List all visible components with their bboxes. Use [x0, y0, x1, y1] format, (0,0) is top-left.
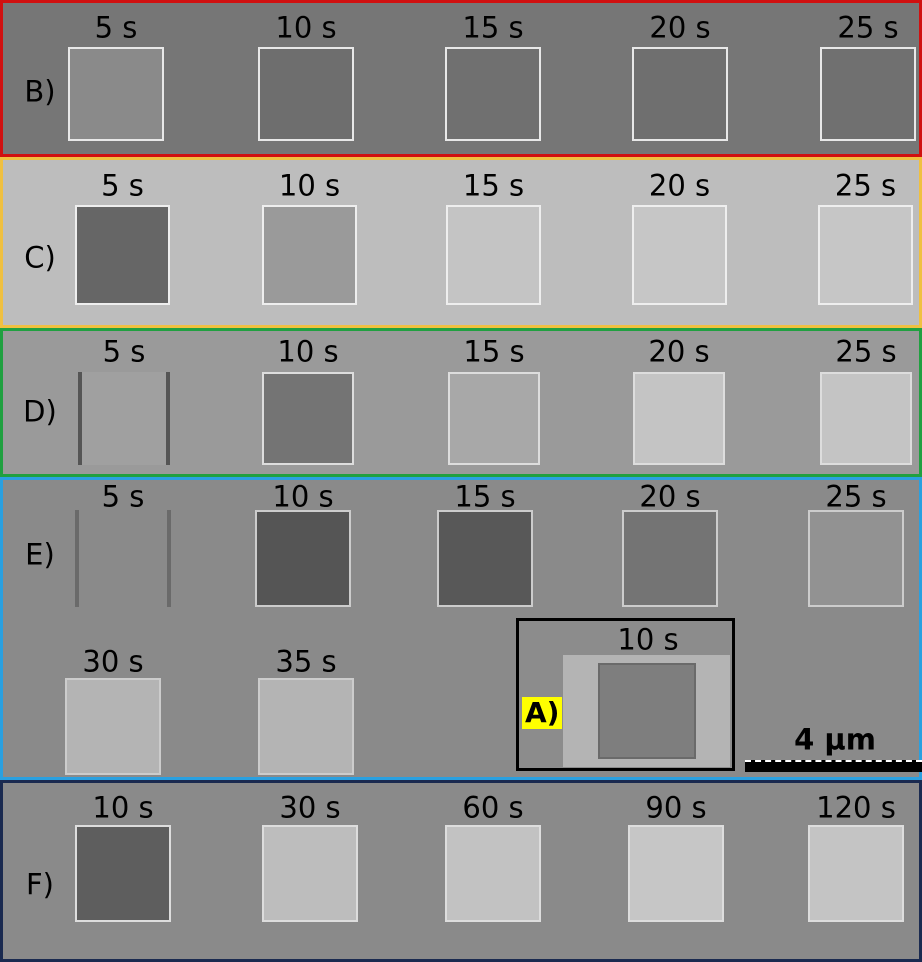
square: [445, 47, 541, 141]
time-label: 10 s: [279, 172, 340, 201]
time-label: 25 s: [825, 483, 886, 512]
scale-bar-label: 4 µm: [794, 726, 876, 755]
panel-label: B): [24, 78, 55, 107]
square: [68, 47, 164, 141]
time-label: 60 s: [462, 794, 523, 823]
square: [820, 47, 916, 141]
time-label: 25 s: [835, 338, 896, 367]
time-label: 30 s: [82, 648, 143, 677]
square: [622, 510, 718, 607]
square: [633, 372, 725, 465]
time-label: 120 s: [816, 794, 896, 823]
time-label: 5 s: [102, 483, 145, 512]
time-label: 30 s: [279, 794, 340, 823]
square: [632, 205, 727, 305]
panel-label: E): [25, 541, 55, 570]
square: [262, 372, 354, 465]
square: [78, 372, 170, 465]
figure: B) 5 s 10 s 15 s 20 s 25 s C) 5 s 10 s 15 s 20 s 25…: [0, 0, 922, 962]
time-label: 15 s: [463, 172, 524, 201]
time-label: 20 s: [648, 338, 709, 367]
panel-label: F): [26, 871, 54, 900]
scale-bar: [745, 760, 922, 772]
square: [437, 510, 533, 607]
square: [65, 678, 161, 775]
square: [628, 825, 724, 922]
panel-label: D): [23, 398, 57, 427]
square: [446, 205, 541, 305]
square: [262, 825, 358, 922]
time-label: 10 s: [277, 338, 338, 367]
time-label: 20 s: [649, 14, 710, 43]
square: [808, 825, 904, 922]
square: [75, 825, 171, 922]
time-label: 25 s: [837, 14, 898, 43]
time-label: 20 s: [639, 483, 700, 512]
time-label: 5 s: [95, 14, 138, 43]
square: [258, 678, 354, 775]
time-label: 15 s: [454, 483, 515, 512]
square: [75, 510, 171, 607]
time-label: 20 s: [649, 172, 710, 201]
inset-label: A): [522, 697, 562, 729]
time-label: 5 s: [103, 338, 146, 367]
square: [445, 825, 541, 922]
inset-time: 10 s: [617, 626, 678, 655]
square: [262, 205, 357, 305]
time-label: 10 s: [92, 794, 153, 823]
square: [820, 372, 912, 465]
time-label: 90 s: [645, 794, 706, 823]
time-label: 5 s: [101, 172, 144, 201]
time-label: 15 s: [462, 14, 523, 43]
time-label: 10 s: [272, 483, 333, 512]
time-label: 25 s: [835, 172, 896, 201]
inset-square: [598, 663, 696, 759]
square: [808, 510, 904, 607]
square: [255, 510, 351, 607]
square: [632, 47, 728, 141]
time-label: 10 s: [275, 14, 336, 43]
square: [818, 205, 913, 305]
panel-label: C): [24, 244, 56, 273]
square: [448, 372, 540, 465]
time-label: 35 s: [275, 648, 336, 677]
square: [75, 205, 170, 305]
time-label: 15 s: [463, 338, 524, 367]
square: [258, 47, 354, 141]
